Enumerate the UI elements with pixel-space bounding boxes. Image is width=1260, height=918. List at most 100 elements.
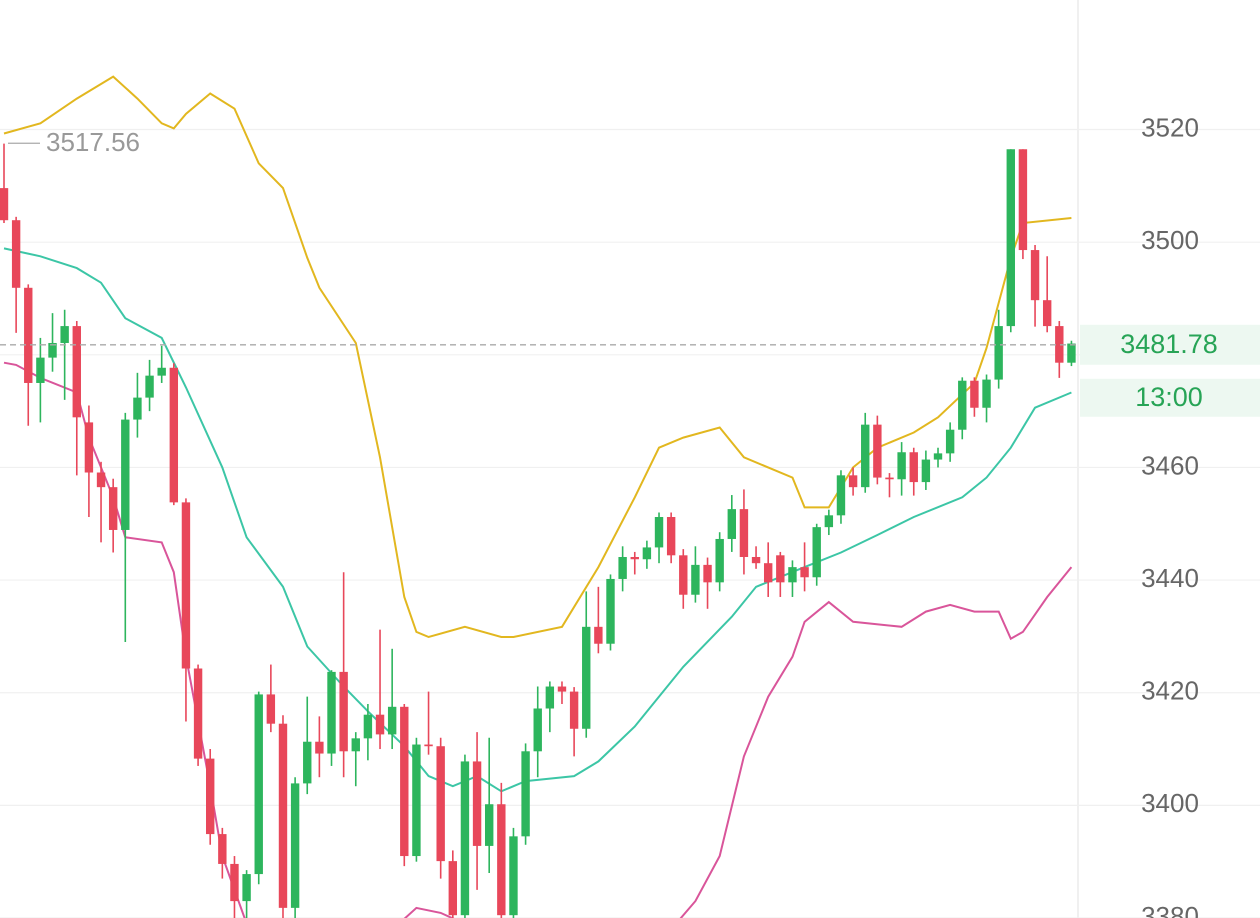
candle-body xyxy=(145,375,154,398)
candle-body xyxy=(485,804,494,846)
candle-body xyxy=(315,741,324,754)
candle-body xyxy=(594,626,603,644)
candle-body xyxy=(84,422,94,473)
candle-body xyxy=(254,694,263,875)
time-label: 13:00 xyxy=(1135,382,1203,412)
candle-body xyxy=(206,758,215,835)
candle-body xyxy=(1030,250,1040,301)
last-price-tag xyxy=(1080,324,1260,365)
candle-body xyxy=(654,517,664,548)
candle-body xyxy=(218,834,227,864)
time-tag xyxy=(1080,378,1260,417)
candle-body xyxy=(363,714,373,739)
candle-body xyxy=(763,563,773,583)
candle-body xyxy=(436,746,445,862)
candle-body xyxy=(751,556,761,564)
candle-body xyxy=(108,487,118,530)
candle-body xyxy=(703,564,712,583)
candle-body xyxy=(1042,300,1052,327)
candle-body xyxy=(400,706,409,857)
y-tick-label: 3520 xyxy=(1141,112,1199,142)
high-label: 3517.56 xyxy=(46,127,140,157)
candle-body xyxy=(727,509,736,539)
candle-body xyxy=(557,686,567,692)
candle-body xyxy=(691,564,700,595)
candle-body xyxy=(788,567,797,583)
candle-body xyxy=(1006,149,1015,327)
candle-body xyxy=(327,671,336,754)
candle-body xyxy=(11,220,21,288)
candle-body xyxy=(339,671,348,752)
candle-body xyxy=(1018,149,1028,251)
candle-body xyxy=(266,694,276,724)
candle-body xyxy=(181,502,191,669)
candle-body xyxy=(157,367,166,376)
candle-body xyxy=(387,706,397,735)
candle-body xyxy=(545,686,555,709)
candle-body xyxy=(412,744,421,857)
candle-body xyxy=(497,804,506,916)
candle-body xyxy=(739,509,749,557)
candle-body xyxy=(72,326,81,418)
candle-body xyxy=(618,556,627,579)
y-tick-label: 3400 xyxy=(1141,788,1199,818)
candle-body xyxy=(945,429,955,454)
candle-body xyxy=(958,380,967,430)
candle-body xyxy=(24,287,33,383)
overlay: 338034003420344034603480350035203517.563… xyxy=(0,112,1260,918)
y-tick-label: 3500 xyxy=(1141,225,1199,255)
candle-body xyxy=(375,714,385,735)
candle-body xyxy=(873,424,882,478)
candle-body xyxy=(303,741,312,784)
y-tick-label: 3440 xyxy=(1141,563,1199,593)
candle-body xyxy=(351,738,360,752)
candle-body xyxy=(533,708,542,752)
candle-body xyxy=(824,515,834,528)
candle-body xyxy=(448,861,458,916)
candle-body xyxy=(642,547,652,560)
candle-body xyxy=(679,555,688,595)
candle-body xyxy=(630,556,639,560)
candle-body xyxy=(472,761,482,846)
last-price-label: 3481.78 xyxy=(1120,329,1218,359)
candle-body xyxy=(242,874,251,902)
candle-body xyxy=(424,744,433,747)
candle-body xyxy=(800,567,809,578)
candle-body xyxy=(509,836,518,916)
candle-body xyxy=(836,475,846,516)
candle-body xyxy=(970,380,979,408)
candle-body xyxy=(1067,343,1076,363)
y-tick-label: 3460 xyxy=(1141,450,1199,480)
candle-body xyxy=(1055,326,1064,363)
candle-body xyxy=(582,626,591,729)
candle-body xyxy=(885,477,894,480)
candle-body xyxy=(169,367,179,503)
y-tick-label: 3380 xyxy=(1141,901,1199,918)
candle-body xyxy=(933,453,943,460)
candle-body xyxy=(60,326,69,343)
candle-body xyxy=(666,517,676,556)
candle-body xyxy=(230,863,239,902)
candle-body xyxy=(96,472,106,488)
candle-body xyxy=(36,357,45,383)
candle-body xyxy=(0,188,9,221)
candle-body xyxy=(460,761,470,916)
candle-body xyxy=(909,452,918,483)
candle-body xyxy=(569,691,579,729)
candle-body xyxy=(715,538,724,583)
candle-body xyxy=(133,397,142,420)
band-line xyxy=(3,361,1073,918)
candle-body xyxy=(982,379,991,408)
candle-body xyxy=(897,452,906,480)
candle-body xyxy=(861,424,870,488)
candle-body xyxy=(812,527,821,578)
candle-body xyxy=(848,475,858,488)
candle-body xyxy=(606,578,615,644)
candle-body xyxy=(278,723,288,908)
candle-body xyxy=(921,459,931,483)
candle-body xyxy=(290,783,300,908)
candle-body xyxy=(521,751,530,837)
candle-body xyxy=(994,326,1003,380)
